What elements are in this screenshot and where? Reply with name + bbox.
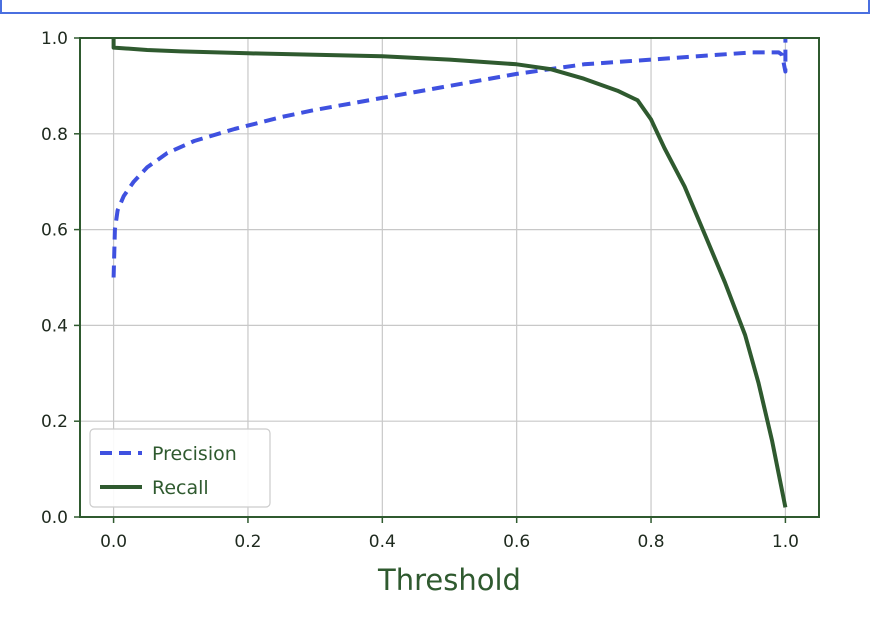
x-tick-label: 0.0 (100, 532, 127, 552)
plot-frame (79, 37, 820, 518)
y-tick-label: 0.2 (41, 412, 68, 432)
x-axis-title: Threshold (377, 563, 521, 597)
precision-line (111, 38, 788, 278)
precision-legend-label: Precision (152, 443, 237, 465)
recall-line (111, 38, 788, 508)
series-layer (111, 38, 788, 508)
y-tick-label: 0.4 (41, 316, 68, 336)
x-tick-label: 0.2 (234, 532, 261, 552)
y-tick-label: 0.6 (41, 221, 68, 241)
y-tick-label: 0.0 (41, 508, 68, 528)
recall-legend-label: Recall (152, 477, 209, 499)
selection-frame (0, 0, 870, 14)
x-tick-label: 0.8 (638, 532, 665, 552)
x-tick-label: 0.4 (369, 532, 396, 552)
y-tick-label: 0.8 (41, 125, 68, 145)
x-tick-label: 1.0 (772, 532, 799, 552)
legend: Precision Recall (89, 428, 271, 508)
y-tick-label: 1.0 (41, 29, 68, 49)
ticks: 0.0 0.2 0.4 0.6 0.8 1.0 0.0 0.2 0.4 0.6 0.8 1.0 (41, 29, 799, 552)
x-tick-label: 0.6 (503, 532, 530, 552)
